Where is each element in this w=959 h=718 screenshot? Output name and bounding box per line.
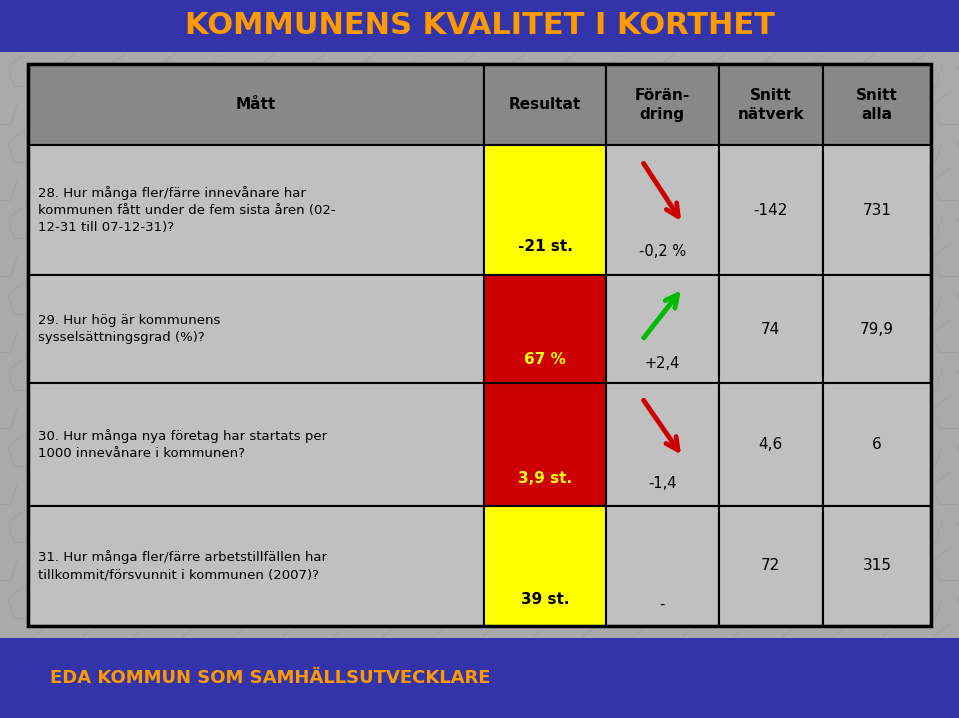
- Text: KOMMUNENS KVALITET I KORTHET: KOMMUNENS KVALITET I KORTHET: [184, 11, 775, 40]
- Text: 31. Hur många fler/färre arbetstillfällen har
tillkommit/försvunnit i kommunen (: 31. Hur många fler/färre arbetstillfälle…: [38, 551, 327, 582]
- Text: 79,9: 79,9: [860, 322, 894, 337]
- Text: EDA KOMMUN SOM SAMHÄLLSUTVECKLARE: EDA KOMMUN SOM SAMHÄLLSUTVECKLARE: [50, 669, 490, 687]
- Bar: [606, 383, 719, 506]
- Bar: [28, 275, 484, 383]
- Bar: [0, 638, 959, 718]
- Bar: [823, 383, 931, 506]
- Bar: [28, 506, 484, 626]
- Bar: [484, 64, 606, 146]
- Bar: [606, 146, 719, 275]
- Bar: [484, 383, 606, 506]
- Text: 39 st.: 39 st.: [521, 592, 570, 607]
- Text: 4,6: 4,6: [759, 437, 783, 452]
- Bar: [719, 64, 823, 146]
- Text: Mått: Mått: [236, 97, 276, 112]
- Text: 315: 315: [862, 559, 891, 574]
- Text: 6: 6: [872, 437, 881, 452]
- Text: 72: 72: [761, 559, 781, 574]
- Text: Snitt
alla: Snitt alla: [856, 88, 898, 121]
- Bar: [28, 146, 484, 275]
- Bar: [823, 506, 931, 626]
- Bar: [823, 275, 931, 383]
- Bar: [606, 275, 719, 383]
- Text: 29. Hur hög är kommunens
sysselsättningsgrad (%)?: 29. Hur hög är kommunens sysselsättnings…: [38, 314, 221, 345]
- Bar: [606, 506, 719, 626]
- Bar: [28, 64, 931, 626]
- Bar: [28, 64, 931, 626]
- Text: Snitt
nätverk: Snitt nätverk: [737, 88, 804, 121]
- Bar: [823, 146, 931, 275]
- Bar: [484, 146, 606, 275]
- Bar: [719, 146, 823, 275]
- Text: -1,4: -1,4: [648, 476, 677, 491]
- Bar: [606, 64, 719, 146]
- Bar: [484, 506, 606, 626]
- Text: +2,4: +2,4: [644, 356, 680, 371]
- Bar: [28, 64, 484, 146]
- Text: -21 st.: -21 st.: [518, 239, 573, 254]
- Bar: [719, 275, 823, 383]
- Bar: [0, 0, 959, 52]
- Text: -142: -142: [754, 203, 788, 218]
- Bar: [823, 64, 931, 146]
- Text: 74: 74: [761, 322, 781, 337]
- Text: 30. Hur många nya företag har startats per
1000 innevånare i kommunen?: 30. Hur många nya företag har startats p…: [38, 429, 327, 460]
- Bar: [28, 383, 484, 506]
- Bar: [719, 506, 823, 626]
- Bar: [484, 275, 606, 383]
- Text: 731: 731: [862, 203, 891, 218]
- Text: -0,2 %: -0,2 %: [639, 244, 686, 259]
- Text: 28. Hur många fler/färre innevånare har
kommunen fått under de fem sista åren (0: 28. Hur många fler/färre innevånare har …: [38, 187, 336, 234]
- Text: Förän-
dring: Förän- dring: [635, 88, 690, 121]
- Text: -: -: [660, 597, 665, 612]
- Text: 3,9 st.: 3,9 st.: [518, 472, 572, 486]
- Text: 67 %: 67 %: [524, 352, 566, 367]
- Bar: [719, 383, 823, 506]
- Text: Resultat: Resultat: [509, 97, 581, 112]
